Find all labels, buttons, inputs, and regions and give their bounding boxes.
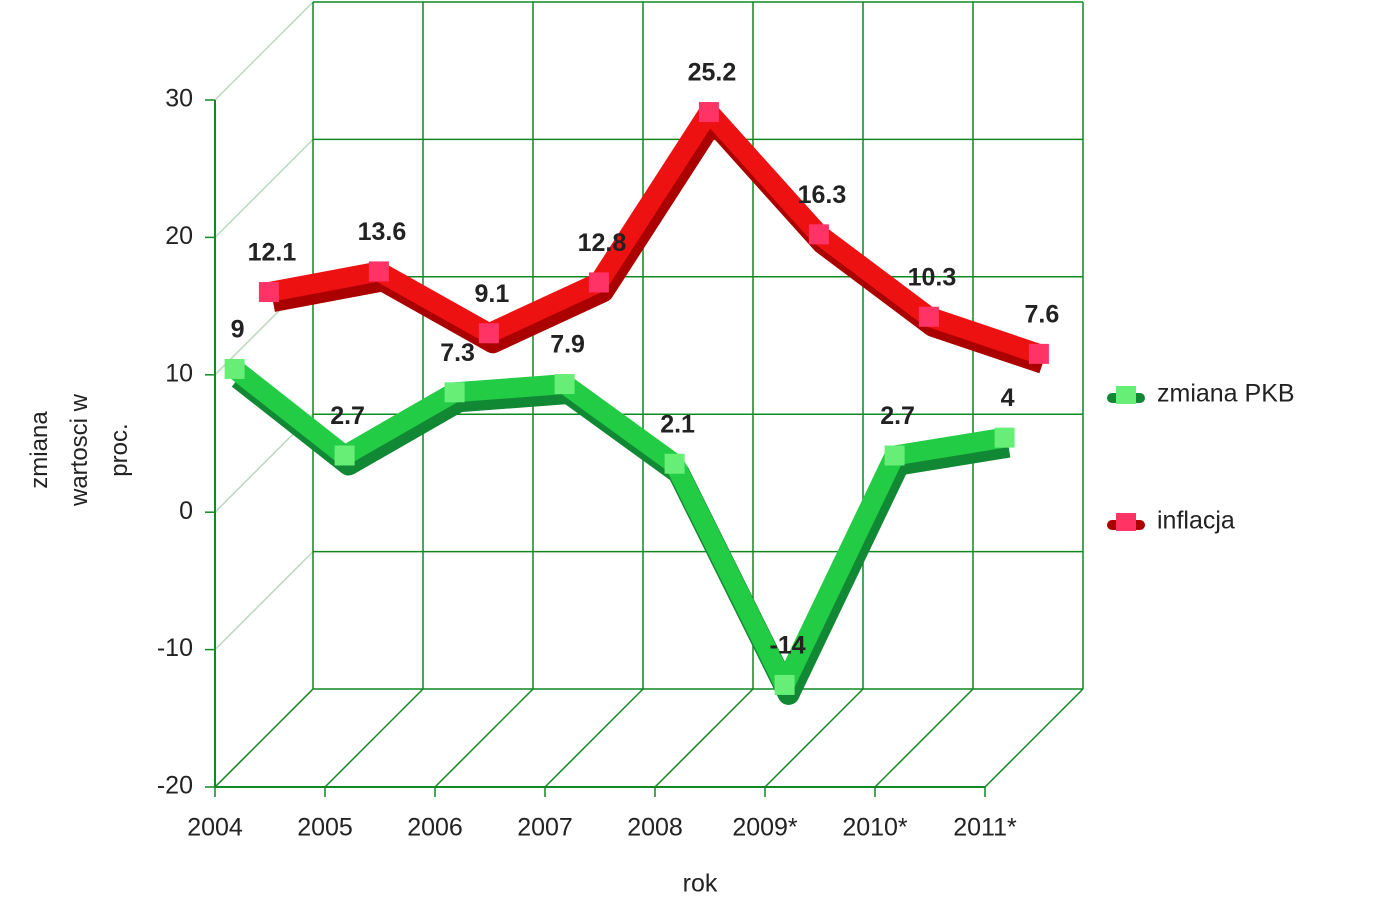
x-axis-label: rok: [683, 870, 718, 898]
marker: [224, 358, 245, 379]
marker: [698, 102, 719, 123]
marker: [774, 674, 795, 695]
data-label: 10.3: [908, 263, 957, 291]
marker: [884, 445, 905, 466]
legend-swatch: [1116, 386, 1136, 404]
data-label: 7.9: [550, 331, 585, 359]
floor-line: [324, 688, 424, 788]
line: [267, 102, 1043, 364]
floor-line: [764, 688, 864, 788]
legend-swatch: [1116, 513, 1136, 531]
y-tick-label: 0: [179, 497, 193, 525]
data-label: 12.1: [248, 239, 297, 267]
data-label: 2.1: [660, 410, 695, 438]
data-label: -14: [770, 632, 806, 660]
marker: [918, 306, 939, 327]
marker: [588, 272, 609, 293]
data-label: 16.3: [798, 181, 847, 209]
x-tick-label: 2005: [297, 814, 353, 842]
x-tick-label: 2009*: [732, 814, 798, 842]
floor-line: [544, 688, 644, 788]
data-label: 13.6: [358, 218, 407, 246]
y-tick-label: -10: [157, 634, 193, 662]
wall-line: [214, 1, 314, 101]
y-tick-label: 10: [165, 359, 193, 387]
x-tick-label: 2004: [187, 814, 243, 842]
floor-line: [214, 688, 314, 788]
marker: [1028, 343, 1049, 364]
data-label: 9: [231, 316, 245, 344]
legend-label: inflacja: [1157, 507, 1235, 535]
y-tick-label: 30: [165, 85, 193, 113]
data-label: 7.6: [1025, 300, 1060, 328]
data-label: 12.8: [578, 229, 627, 257]
data-label: 9.1: [475, 280, 510, 308]
x-tick-label: 2006: [407, 814, 463, 842]
x-tick-label: 2010*: [842, 814, 908, 842]
data-label: 25.2: [688, 59, 737, 87]
marker: [808, 224, 829, 245]
marker: [554, 374, 575, 395]
floor-line: [874, 688, 974, 788]
floor-line: [654, 688, 754, 788]
wall-line: [214, 138, 314, 238]
x-tick-label: 2011*: [953, 814, 1017, 842]
line: [228, 361, 1007, 695]
marker: [994, 427, 1015, 448]
y-axis-label: zmiana wartosci w proc.: [26, 393, 133, 507]
y-tick-label: -20: [157, 772, 193, 800]
data-label: 4: [1001, 384, 1015, 412]
marker: [664, 453, 685, 474]
floor-line: [434, 688, 534, 788]
marker: [478, 323, 499, 344]
x-tick-label: 2007: [517, 814, 573, 842]
y-tick-label: 20: [165, 222, 193, 250]
marker: [368, 261, 389, 282]
marker: [444, 382, 465, 403]
wall-line: [214, 551, 314, 651]
legend-label: zmiana PKB: [1157, 380, 1295, 408]
marker: [258, 282, 279, 303]
data-label: 7.3: [440, 339, 475, 367]
data-label: 2.7: [880, 402, 915, 430]
x-tick-label: 2008: [627, 814, 683, 842]
marker: [334, 445, 355, 466]
floor-line: [984, 688, 1084, 788]
data-label: 2.7: [330, 402, 365, 430]
